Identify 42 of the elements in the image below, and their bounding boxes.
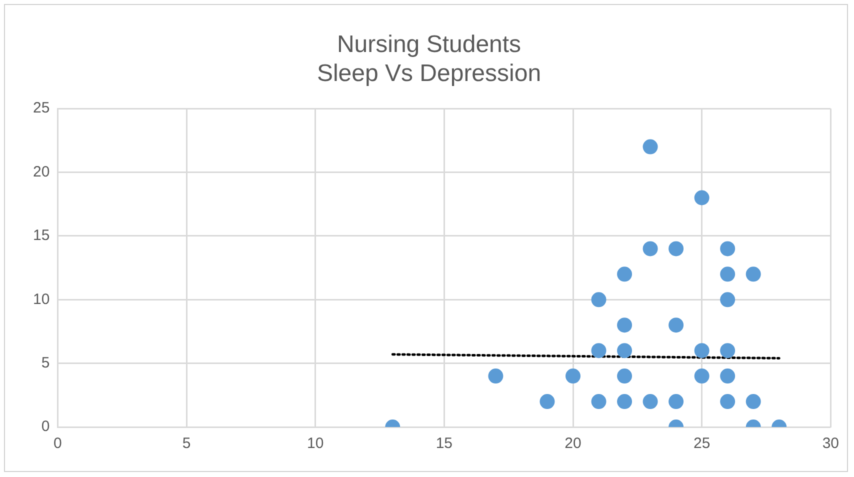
point: [694, 368, 710, 384]
point: [642, 241, 658, 256]
chart-title: Nursing Students Sleep Vs Depression: [316, 31, 542, 87]
x-tick-label: 30: [822, 435, 839, 452]
x-tick-label: 15: [436, 435, 453, 452]
point: [720, 241, 736, 256]
x-tick-label: 20: [564, 435, 582, 452]
y-tick-label: 0: [41, 418, 50, 436]
point: [617, 266, 632, 282]
point: [591, 292, 606, 308]
point: [566, 368, 580, 384]
x-tick-label: 25: [693, 435, 710, 452]
x-tick-label: 0: [54, 435, 62, 452]
point: [642, 139, 658, 154]
point: [668, 318, 684, 333]
point: [617, 394, 632, 410]
y-tick-label: 25: [32, 100, 50, 117]
x-tick-label: 5: [182, 435, 191, 452]
point: [488, 368, 504, 384]
y-tick-label: 15: [32, 227, 50, 244]
point: [694, 343, 710, 358]
y-tick-label: 10: [32, 290, 50, 308]
point: [668, 394, 684, 410]
point: [720, 292, 736, 308]
point: [720, 343, 736, 358]
y-tick-label: 5: [41, 354, 50, 372]
point: [746, 266, 761, 282]
point: [540, 394, 555, 410]
point: [746, 394, 761, 410]
point: [720, 266, 736, 282]
point: [591, 343, 606, 358]
point: [591, 394, 606, 410]
x-tick-label: 10: [307, 435, 324, 452]
y-tick-label: 20: [32, 163, 50, 180]
point: [617, 368, 632, 384]
point: [642, 394, 658, 410]
point: [720, 394, 736, 410]
point: [617, 343, 632, 358]
point: [720, 368, 736, 384]
point: [617, 318, 632, 333]
point: [694, 190, 710, 206]
point: [668, 241, 684, 256]
